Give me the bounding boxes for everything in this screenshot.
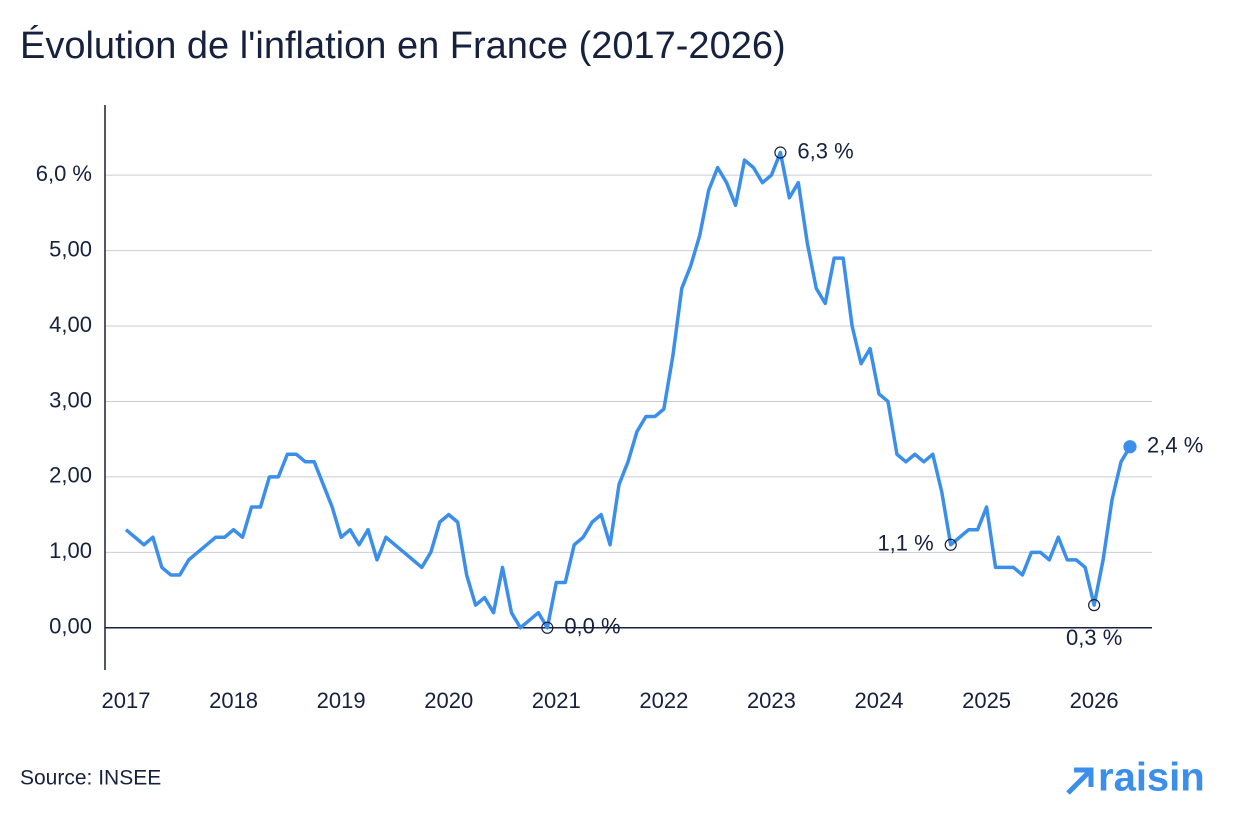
data-label: 0,3 % xyxy=(1066,625,1122,650)
x-tick-label: 2022 xyxy=(639,688,688,713)
x-tick-label: 2021 xyxy=(532,688,581,713)
x-tick-label: 2024 xyxy=(855,688,904,713)
y-tick-label: 4,00 xyxy=(49,312,92,337)
y-tick-label: 1,00 xyxy=(49,538,92,563)
x-tick-label: 2018 xyxy=(209,688,258,713)
chart-title: Évolution de l'inflation en France (2017… xyxy=(20,24,786,67)
x-tick-label: 2025 xyxy=(962,688,1011,713)
data-label: 2,4 % xyxy=(1147,433,1203,458)
point-marker xyxy=(944,538,957,551)
data-label: 1,1 % xyxy=(877,531,933,556)
y-tick-label: 5,00 xyxy=(49,236,92,261)
line xyxy=(124,150,1132,630)
x-tick-label: 2023 xyxy=(747,688,796,713)
y-tick-label: 6,0 % xyxy=(36,161,92,186)
point-marker xyxy=(1123,440,1137,454)
source: Source: INSEE xyxy=(20,767,161,790)
logo-arrow xyxy=(1066,767,1094,795)
x-tick-label: 2017 xyxy=(102,688,151,713)
y-tick-label: 0,00 xyxy=(49,614,92,639)
brand-logo: raisin xyxy=(1066,756,1205,800)
x-tick-label: 2026 xyxy=(1070,688,1119,713)
y-tick-label: 3,00 xyxy=(49,387,92,412)
x-tick-label: 2019 xyxy=(317,688,366,713)
point-marker xyxy=(541,621,554,634)
data-label: 0,0 % xyxy=(564,614,620,639)
brand: raisin xyxy=(1098,756,1205,800)
x-tick-label: 2020 xyxy=(424,688,473,713)
data-label: 6,3 % xyxy=(797,138,853,163)
y-tick-label: 2,00 xyxy=(49,463,92,488)
point-marker xyxy=(774,146,787,159)
point-marker xyxy=(1088,599,1101,612)
